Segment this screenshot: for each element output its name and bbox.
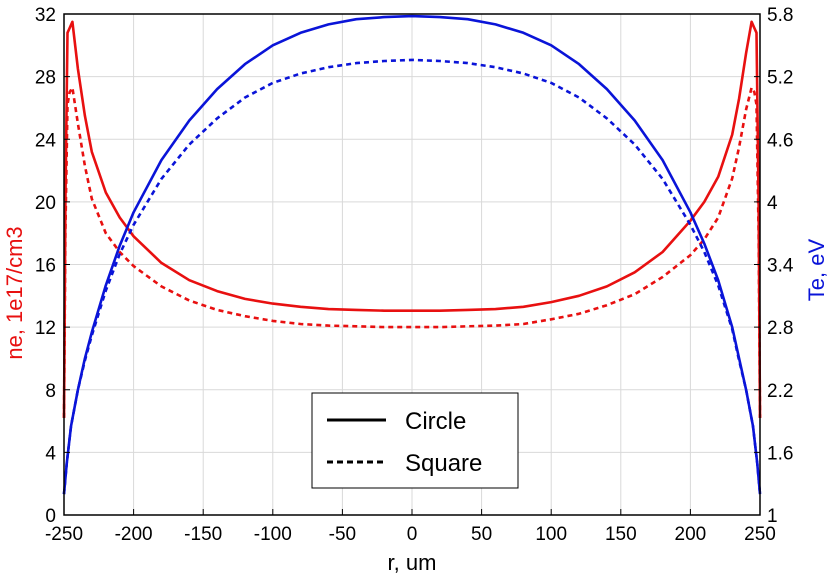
x-tick-label: -50 [329,524,356,545]
x-tick-label: 50 [471,524,492,545]
y-left-tick-label: 4 [45,443,56,464]
y-left-tick-label: 12 [35,318,56,339]
x-tick-label: 100 [535,524,567,545]
y-axis-right-label: Te, eV [804,238,829,301]
y-left-tick-label: 16 [35,256,56,277]
y-left-tick-label: 24 [35,130,57,151]
y-right-tick-label: 4.6 [767,130,793,151]
legend: Circle Square [311,392,519,489]
x-tick-label: 200 [675,524,707,545]
plot-series [62,14,762,495]
x-tick-label: -150 [184,524,222,545]
x-axis-label: r, um [388,550,437,575]
y-left-tick-label: 20 [35,193,56,214]
series-te-square [62,58,762,495]
y-right-tick-label: 2.8 [767,318,793,339]
x-tick-label: 250 [744,524,776,545]
y-right-tick-label: 5.2 [767,68,793,89]
legend-box [311,392,519,489]
y-axis-left-label: ne, 1e17/cm3 [2,226,27,359]
x-tick-label: -100 [254,524,292,545]
x-tick-label: -200 [115,524,153,545]
y-left-tick-label: 0 [45,506,56,527]
x-tick-label: 0 [407,524,418,545]
series-ne-square [62,86,762,418]
y-right-tick-label: 1.6 [767,443,793,464]
y-left-tick-label: 28 [35,68,56,89]
series-te-circle [62,14,762,495]
y-right-tick-label: 2.2 [767,381,793,402]
axis-ticks: -250 -200 -150 -100 -50 0 50 100 150 200 250 0 4 8 12 1… [35,5,794,545]
legend-label-square: Square [405,450,482,477]
y-right-tick-label: 5.8 [767,5,793,26]
y-left-tick-label: 32 [35,5,56,26]
x-tick-label: -250 [45,524,83,545]
series-ne-circle [62,20,762,418]
x-tick-label: 150 [605,524,637,545]
legend-label-circle: Circle [405,408,466,435]
y-right-tick-label: 4 [767,193,778,214]
y-right-tick-label: 1 [767,506,778,527]
y-left-tick-label: 8 [45,381,56,402]
y-right-tick-label: 3.4 [767,256,794,277]
